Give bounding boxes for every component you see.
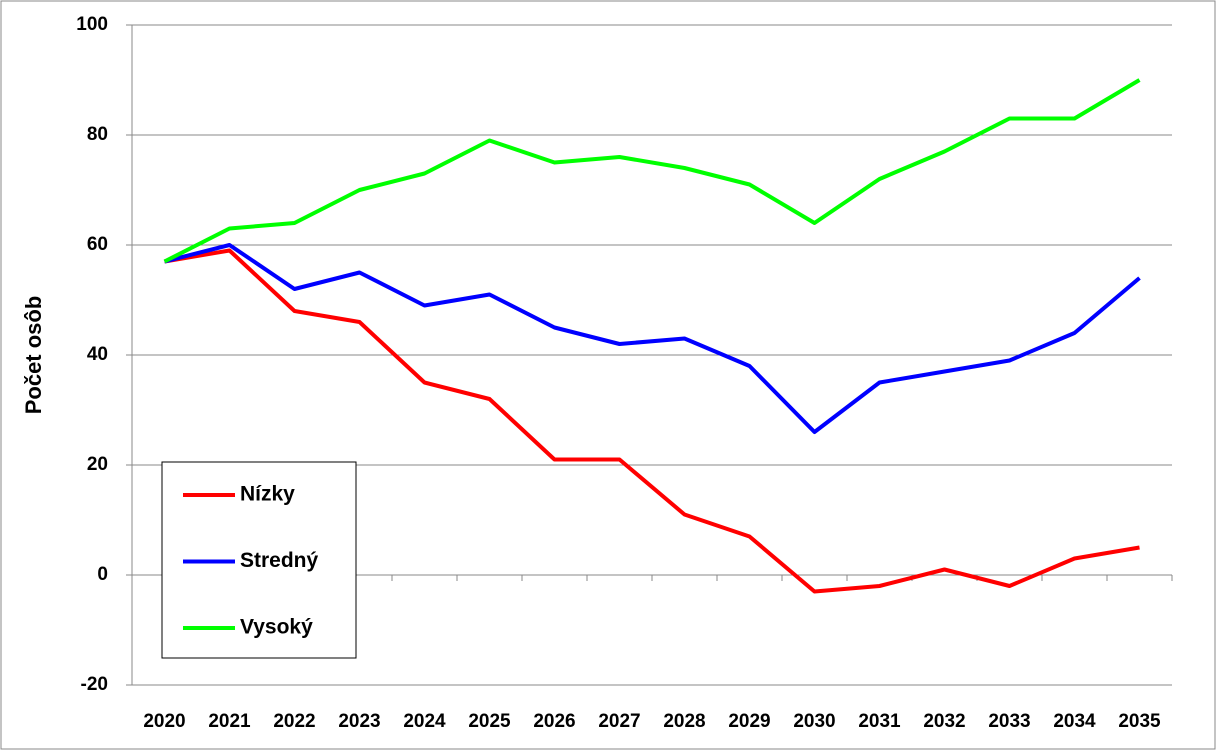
- x-tick-label: 2033: [988, 711, 1030, 732]
- x-tick-label: 2031: [858, 711, 901, 732]
- x-tick-label: 2020: [143, 711, 185, 732]
- x-tick-label: 2032: [923, 711, 965, 732]
- y-tick-label: 20: [87, 454, 108, 475]
- x-tick-label: 2035: [1118, 711, 1161, 732]
- x-tick-label: 2027: [598, 711, 640, 732]
- x-tick-label: 2021: [208, 711, 251, 732]
- y-tick-label: 40: [87, 344, 108, 365]
- legend-label: Stredný: [240, 549, 319, 572]
- legend-label: Vysoký: [240, 616, 313, 639]
- x-tick-label: 2022: [273, 711, 315, 732]
- legend-label: Nízky: [240, 483, 295, 506]
- x-tick-label: 2024: [403, 711, 446, 732]
- y-tick-label: 60: [87, 234, 108, 255]
- y-tick-label: -20: [81, 674, 108, 695]
- y-axis-label: Počet osôb: [21, 296, 46, 415]
- x-tick-label: 2029: [728, 711, 770, 732]
- y-tick-label: 0: [97, 564, 108, 585]
- series-line: [164, 248, 1140, 594]
- x-tick-label: 2034: [1053, 711, 1096, 732]
- series-line: [163, 78, 1141, 264]
- y-tick-label: 100: [76, 14, 108, 35]
- y-tick-label: 80: [87, 124, 108, 145]
- x-tick-label: 2026: [533, 711, 575, 732]
- series-line: [164, 243, 1141, 434]
- x-tick-label: 2023: [338, 711, 380, 732]
- x-tick-label: 2030: [793, 711, 835, 732]
- x-tick-label: 2025: [468, 711, 511, 732]
- x-tick-label: 2028: [663, 711, 705, 732]
